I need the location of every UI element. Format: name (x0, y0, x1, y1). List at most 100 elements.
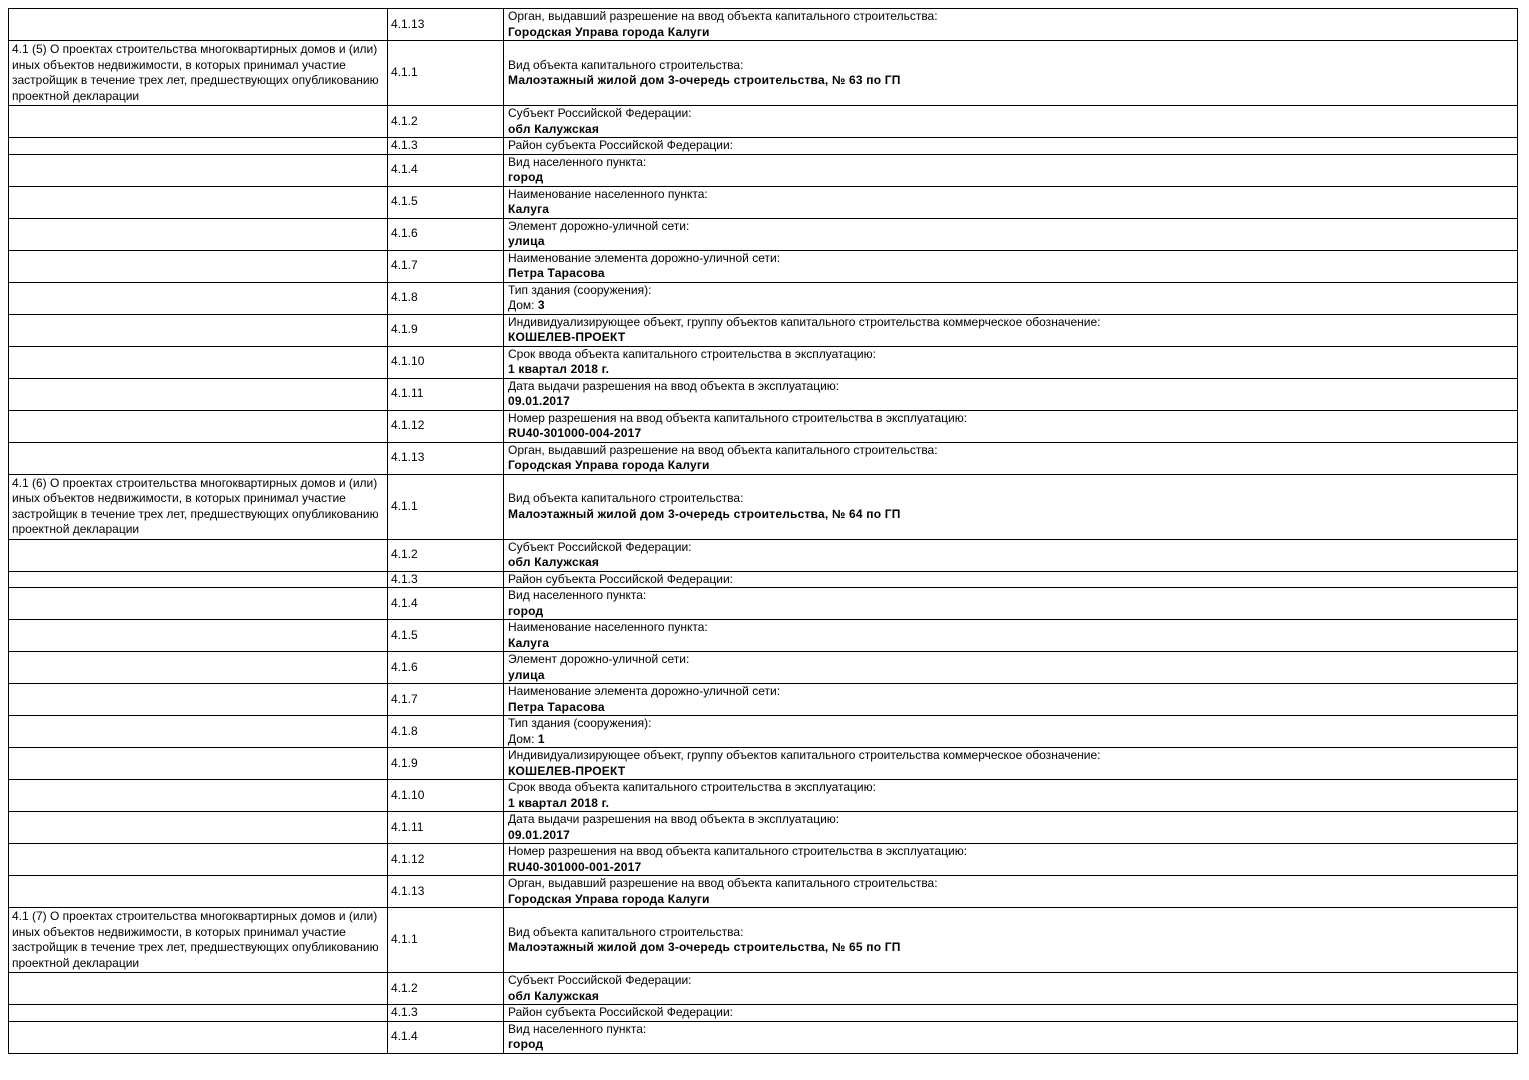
field-label: Наименование элемента дорожно-уличной се… (508, 684, 781, 699)
section-description-cell (8, 972, 388, 1005)
row-code-cell: 4.1.1 (387, 40, 504, 106)
declaration-table-body: 4.1.13 Орган, выдавший разрешение на вво… (8, 8, 1518, 1054)
table-row: 4.1.5 Наименование населенного пункта: К… (8, 619, 1518, 652)
row-code-cell: 4.1.12 (387, 843, 504, 876)
content-cell: Орган, выдавший разрешение на ввод объек… (503, 8, 1518, 41)
row-code: 4.1.9 (391, 755, 418, 770)
content-cell: Вид населенного пункта: город (503, 153, 1518, 187)
field-value: Петра Тарасова (508, 699, 605, 714)
row-code-cell: 4.1.3 (387, 1004, 504, 1022)
row-code: 4.1.10 (391, 787, 425, 802)
content-cell: Вид объекта капитального строительства: … (503, 40, 1518, 106)
field-value: 09.01.2017 (508, 827, 571, 842)
value-line: Городская Управа города Калуги (508, 458, 1513, 473)
section-description-cell (8, 587, 388, 620)
value-line: Малоэтажный жилой дом 3-очередь строител… (508, 940, 1513, 956)
table-row: 4.1 (6) О проектах строительства многокв… (8, 473, 1518, 540)
field-label: Вид населенного пункта: (508, 588, 647, 603)
field-value: город (508, 170, 544, 184)
field-label: Элемент дорожно-уличной сети: (508, 218, 690, 233)
row-code: 4.1.10 (391, 354, 425, 369)
content-cell: Тип здания (сооружения): Дом: 1 (503, 715, 1518, 748)
field-value: Малоэтажный жилой дом 3-очередь строител… (508, 506, 901, 521)
table-row: 4.1.2 Субъект Российской Федерации: обл … (8, 538, 1518, 572)
value-line: город (508, 604, 1513, 619)
row-code: 4.1.9 (391, 322, 418, 337)
row-code-cell: 4.1.2 (387, 105, 504, 138)
content-cell: Орган, выдавший разрешение на ввод объек… (503, 875, 1518, 908)
table-row: 4.1.10 Срок ввода объекта капитального с… (8, 779, 1518, 812)
row-code-cell: 4.1.9 (387, 747, 504, 780)
section-description-cell (8, 345, 388, 379)
row-code-cell: 4.1.12 (387, 409, 504, 443)
declaration-table: 4.1.13 Орган, выдавший разрешение на вво… (8, 8, 1518, 1054)
row-code-cell: 4.1.7 (387, 683, 504, 716)
section-description-cell (8, 249, 388, 283)
field-value: обл Калужская (508, 121, 600, 136)
value-line: RU40-301000-004-2017 (508, 426, 1513, 441)
table-row: 4.1.6 Элемент дорожно-уличной сети: улиц… (8, 651, 1518, 684)
field-value-prefix: Дом: (508, 298, 538, 312)
content-cell: Субъект Российской Федерации: обл Калужс… (503, 972, 1518, 1005)
section-description-cell (8, 377, 388, 411)
row-code: 4.1.4 (391, 595, 418, 610)
field-label: Срок ввода объекта капитального строител… (508, 780, 876, 795)
field-value: КОШЕЛЕВ-ПРОЕКТ (508, 763, 626, 778)
field-label: Дата выдачи разрешения на ввод объекта в… (508, 378, 840, 393)
row-code-cell: 4.1.4 (387, 587, 504, 620)
value-line: Малоэтажный жилой дом 3-очередь строител… (508, 73, 1513, 89)
field-label: Тип здания (сооружения): (508, 716, 652, 731)
field-value: улица (508, 234, 545, 248)
field-label: Орган, выдавший разрешение на ввод объек… (508, 9, 938, 24)
section-description-cell (8, 1020, 388, 1054)
section-description-cell (8, 8, 388, 41)
section-description-cell (8, 441, 388, 475)
row-code: 4.1.3 (391, 571, 418, 586)
row-code: 4.1.4 (391, 1029, 418, 1044)
value-line: Петра Тарасова (508, 699, 1513, 715)
table-row: 4.1.5 Наименование населенного пункта: К… (8, 185, 1518, 219)
row-code-cell: 4.1.5 (387, 619, 504, 652)
content-cell: Дата выдачи разрешения на ввод объекта в… (503, 377, 1518, 411)
section-description-cell: 4.1 (6) О проектах строительства многокв… (8, 473, 388, 540)
table-row: 4.1.3 Район субъекта Российской Федераци… (8, 137, 1518, 155)
table-row: 4.1.3 Район субъекта Российской Федераци… (8, 1004, 1518, 1022)
field-value: обл Калужская (508, 988, 600, 1003)
field-label: Элемент дорожно-уличной сети: (508, 652, 690, 667)
section-description-cell (8, 875, 388, 908)
row-code-cell: 4.1.13 (387, 441, 504, 475)
content-cell: Номер разрешения на ввод объекта капитал… (503, 409, 1518, 443)
field-value: Калуга (508, 635, 550, 650)
field-label: Тип здания (сооружения): (508, 282, 652, 297)
table-row: 4.1.4 Вид населенного пункта: город (8, 587, 1518, 620)
section-description-cell (8, 651, 388, 684)
value-line: Калуга (508, 635, 1513, 651)
field-label: Орган, выдавший разрешение на ввод объек… (508, 876, 938, 891)
field-label: Наименование элемента дорожно-уличной се… (508, 250, 781, 265)
row-code-cell: 4.1.11 (387, 377, 504, 411)
table-row: 4.1.13 Орган, выдавший разрешение на вво… (8, 8, 1518, 41)
table-row: 4.1.2 Субъект Российской Федерации: обл … (8, 972, 1518, 1005)
row-code: 4.1.7 (391, 691, 418, 706)
table-row: 4.1.2 Субъект Российской Федерации: обл … (8, 105, 1518, 138)
section-description-cell (8, 185, 388, 219)
content-cell: Вид населенного пункта: город (503, 587, 1518, 620)
table-row: 4.1.11 Дата выдачи разрешения на ввод об… (8, 811, 1518, 844)
row-code: 4.1.6 (391, 659, 418, 674)
row-code: 4.1.4 (391, 162, 418, 177)
field-value: КОШЕЛЕВ-ПРОЕКТ (508, 330, 626, 344)
section-description-cell (8, 619, 388, 652)
table-row: 4.1.7 Наименование элемента дорожно-улич… (8, 683, 1518, 716)
field-value: город (508, 1037, 544, 1051)
field-label: Район субъекта Российской Федерации: (508, 138, 733, 152)
content-cell: Субъект Российской Федерации: обл Калужс… (503, 538, 1518, 572)
field-value: Малоэтажный жилой дом 3-очередь строител… (508, 940, 901, 954)
field-label: Номер разрешения на ввод объекта капитал… (508, 844, 968, 859)
section-description-cell (8, 683, 388, 716)
row-code-cell: 4.1.6 (387, 217, 504, 251)
value-line: 09.01.2017 (508, 394, 1513, 409)
field-value: Калуга (508, 202, 550, 216)
row-code: 4.1.13 (391, 883, 425, 898)
value-line: город (508, 170, 1513, 185)
field-label: Срок ввода объекта капитального строител… (508, 346, 876, 361)
